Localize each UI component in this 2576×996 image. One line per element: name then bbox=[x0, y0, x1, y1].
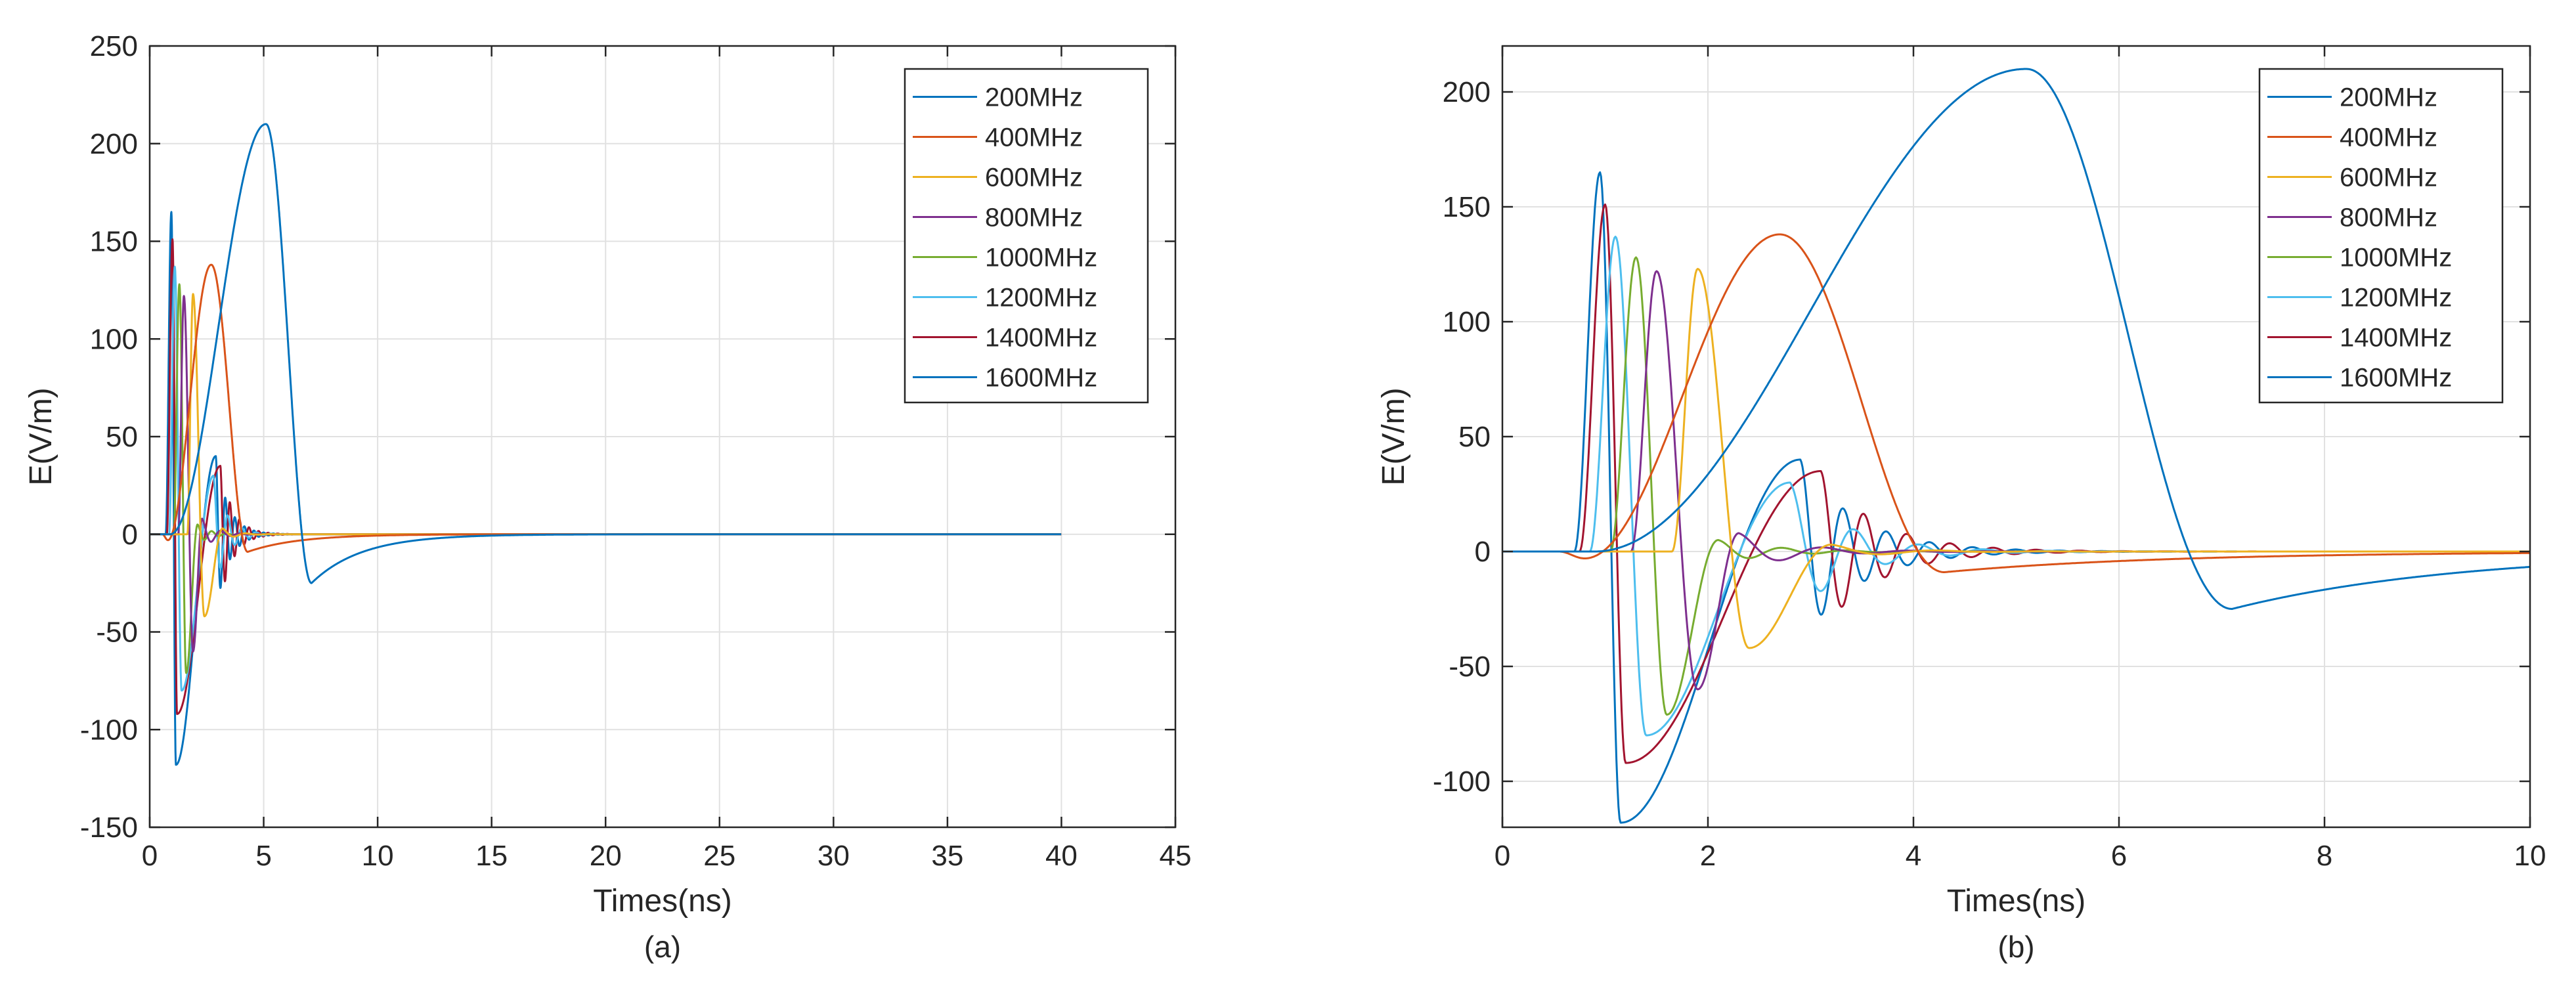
legend-label: 600MHz bbox=[985, 163, 1083, 192]
x-tick-label: 6 bbox=[2111, 840, 2127, 872]
legend-label: 600MHz bbox=[2340, 163, 2437, 192]
y-tick-label: 200 bbox=[1443, 76, 1491, 108]
legend-box bbox=[904, 68, 1149, 404]
x-tick-label: 20 bbox=[590, 840, 622, 872]
x-tick-label: 5 bbox=[255, 840, 271, 872]
chart-caption: (b) bbox=[1997, 930, 2034, 964]
legend-label: 1000MHz bbox=[2340, 244, 2452, 272]
x-axis-label: Times(ns) bbox=[593, 884, 732, 919]
y-tick-label: -50 bbox=[96, 617, 138, 649]
x-tick-label: 30 bbox=[818, 840, 850, 872]
y-tick-label: 150 bbox=[90, 226, 138, 258]
y-tick-label: -50 bbox=[1449, 651, 1491, 683]
x-tick-label: 10 bbox=[362, 840, 394, 872]
legend-label: 800MHz bbox=[2340, 204, 2437, 232]
y-tick-label: 0 bbox=[1475, 536, 1491, 568]
legend-label: 800MHz bbox=[985, 204, 1083, 232]
series-group bbox=[150, 123, 1062, 766]
chart-a: 0 5 10 15 20 25 30 35 40 45 -150 -100 -50 0 50 100 150 20… bbox=[24, 30, 1191, 964]
x-tick-label: 15 bbox=[475, 840, 508, 872]
y-axis-label: E(V/m) bbox=[24, 387, 58, 485]
y-tick-label: 200 bbox=[90, 128, 138, 160]
y-tick-label: -100 bbox=[1433, 766, 1491, 798]
legend-label: 400MHz bbox=[2340, 123, 2437, 152]
legend-label: 1400MHz bbox=[2340, 324, 2452, 353]
legend-label: 1400MHz bbox=[985, 324, 1097, 353]
x-tick-label: 0 bbox=[1495, 840, 1510, 872]
legend-label: 400MHz bbox=[985, 123, 1083, 152]
legend-label: 1600MHz bbox=[2340, 364, 2452, 393]
x-tick-label: 0 bbox=[142, 840, 158, 872]
legend-label: 1200MHz bbox=[985, 284, 1097, 313]
legend-label: 1600MHz bbox=[985, 364, 1097, 393]
series-line-200MHz bbox=[150, 123, 1062, 584]
series-line-400MHz bbox=[1502, 233, 2530, 573]
x-tick-label: 25 bbox=[703, 840, 735, 872]
legend-label: 1200MHz bbox=[2340, 284, 2452, 313]
x-axis-label: Times(ns) bbox=[1947, 884, 2086, 919]
legend-label: 200MHz bbox=[2340, 83, 2437, 112]
x-tick-label: 8 bbox=[2317, 840, 2332, 872]
legend-label: 200MHz bbox=[985, 83, 1083, 112]
y-tick-label: -100 bbox=[80, 714, 138, 746]
y-tick-label: 100 bbox=[1443, 306, 1491, 338]
x-tick-label: 10 bbox=[2514, 840, 2546, 872]
x-tick-label: 40 bbox=[1045, 840, 1078, 872]
y-axis-label: E(V/m) bbox=[1376, 387, 1411, 485]
y-tick-label: 100 bbox=[90, 323, 138, 355]
y-tick-label: 0 bbox=[122, 519, 138, 551]
series-group bbox=[1502, 68, 2530, 824]
y-tick-label: -150 bbox=[80, 812, 138, 844]
y-tick-label: 50 bbox=[106, 421, 138, 453]
x-tick-label: 35 bbox=[931, 840, 963, 872]
x-tick-label: 2 bbox=[1700, 840, 1716, 872]
legend-box bbox=[2258, 68, 2504, 404]
y-tick-label: 250 bbox=[90, 30, 138, 62]
x-tick-label: 45 bbox=[1160, 840, 1192, 872]
series-line-200MHz bbox=[1502, 68, 2530, 610]
legend-label: 1000MHz bbox=[985, 244, 1097, 272]
y-tick-label: 150 bbox=[1443, 191, 1491, 223]
chart-caption: (a) bbox=[644, 930, 681, 964]
chart-b: 0 2 4 6 8 10 -100 -50 0 50 100 150 200 Times(ns) E(V/m… bbox=[1376, 45, 2546, 964]
x-tick-label: 4 bbox=[1906, 840, 1921, 872]
y-tick-label: 50 bbox=[1458, 421, 1491, 453]
series-line-600MHz bbox=[1502, 268, 2530, 649]
